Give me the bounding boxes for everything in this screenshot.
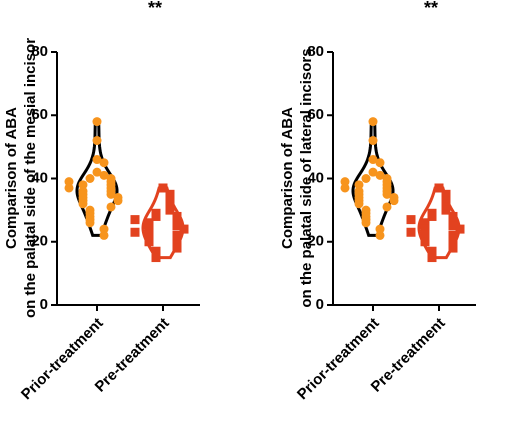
y-axis-label: on the palatal side of lateral incisors	[298, 48, 315, 307]
data-point	[158, 183, 168, 193]
y-tick-label: 0	[316, 296, 324, 313]
data-point	[130, 215, 140, 225]
data-point	[434, 183, 444, 193]
data-point	[441, 205, 451, 215]
data-point	[375, 224, 385, 234]
data-point	[144, 237, 154, 247]
data-point	[389, 196, 399, 206]
data-point	[448, 243, 458, 253]
data-point	[92, 167, 102, 177]
data-point	[354, 180, 364, 190]
data-point	[375, 158, 385, 168]
data-point	[130, 227, 140, 237]
data-point	[64, 177, 74, 187]
data-point	[368, 155, 378, 165]
x-tick-label: Prior-treatment	[294, 315, 383, 404]
data-point	[427, 211, 437, 221]
data-point	[382, 189, 392, 199]
y-tick-label: 80	[31, 43, 48, 60]
data-point	[420, 237, 430, 247]
data-point	[375, 230, 385, 240]
data-point	[92, 117, 102, 127]
data-point	[99, 158, 109, 168]
data-point	[375, 170, 385, 180]
y-axis-label: on the palatal side of the mesial inciso…	[22, 38, 39, 318]
data-point	[354, 199, 364, 209]
data-point	[406, 215, 416, 225]
y-tick-label: 60	[307, 106, 324, 123]
data-point	[382, 202, 392, 212]
y-tick-label: 40	[31, 169, 48, 186]
data-point	[427, 253, 437, 263]
data-point	[78, 180, 88, 190]
data-point	[99, 230, 109, 240]
y-tick-label: 80	[307, 43, 324, 60]
data-point	[113, 196, 123, 206]
data-point	[406, 227, 416, 237]
data-point	[361, 218, 371, 228]
data-point	[441, 196, 451, 206]
data-point	[144, 230, 154, 240]
data-point	[172, 221, 182, 231]
data-point	[92, 155, 102, 165]
data-point	[151, 253, 161, 263]
data-point	[165, 196, 175, 206]
data-point	[368, 136, 378, 146]
data-point	[340, 183, 350, 193]
data-point	[78, 199, 88, 209]
data-point	[340, 177, 350, 187]
data-point	[92, 136, 102, 146]
data-point	[420, 230, 430, 240]
data-point	[106, 189, 116, 199]
x-tick-label: Prior-treatment	[18, 315, 107, 404]
data-point	[441, 189, 451, 199]
y-axis-label: Comparison of ABA	[3, 107, 20, 249]
y-tick-label: 20	[307, 233, 324, 250]
y-tick-label: 40	[307, 169, 324, 186]
y-tick-label: 60	[31, 106, 48, 123]
data-point	[361, 174, 371, 183]
data-point	[455, 224, 465, 234]
data-point	[165, 189, 175, 199]
data-point	[368, 117, 378, 127]
data-point	[172, 243, 182, 253]
data-point	[368, 167, 378, 177]
data-point	[179, 224, 189, 234]
data-point	[106, 202, 116, 212]
data-point	[64, 183, 74, 193]
data-point	[151, 211, 161, 221]
data-point	[85, 218, 95, 228]
y-axis-label: Comparison of ABA	[279, 107, 296, 249]
chart-title: **	[424, 0, 438, 18]
data-point	[165, 205, 175, 215]
data-point	[99, 170, 109, 180]
chart-title: **	[148, 0, 162, 18]
y-tick-label: 20	[31, 233, 48, 250]
data-point	[85, 174, 95, 183]
y-tick-label: 0	[40, 296, 48, 313]
data-point	[99, 224, 109, 234]
data-point	[448, 221, 458, 231]
